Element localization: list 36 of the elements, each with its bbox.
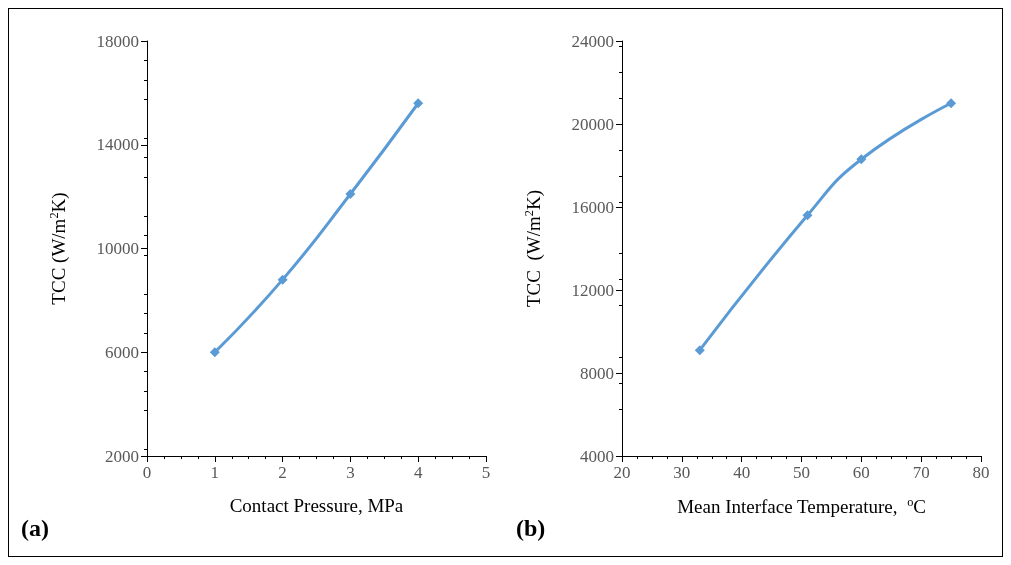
y-tick-label: 24000 xyxy=(571,31,614,51)
point xyxy=(345,189,356,200)
x-tick-label: 5 xyxy=(481,463,491,482)
y-tick-label: 8000 xyxy=(580,363,614,383)
x-tick-label: 50 xyxy=(793,463,810,482)
text: (b) xyxy=(516,515,546,541)
point xyxy=(946,98,957,109)
point xyxy=(802,210,813,221)
x-tick-label: 80 xyxy=(972,463,990,482)
x-tick-label: 2 xyxy=(278,463,287,482)
point xyxy=(856,154,867,165)
y-axis-title: TCC (W/m2K) xyxy=(46,192,70,305)
x-tick-label: 40 xyxy=(733,463,751,482)
x-tick-label: 20 xyxy=(613,463,631,482)
x-tick-label: 1 xyxy=(210,463,220,482)
y-tick-label: 14000 xyxy=(96,135,139,155)
x-tick-label: 3 xyxy=(346,463,355,482)
text: (a) xyxy=(21,515,49,541)
y-tick-label: 16000 xyxy=(571,197,614,217)
y-tick-label: 6000 xyxy=(105,342,139,362)
x-tick-label: 0 xyxy=(142,463,152,482)
y-tick-label: 2000 xyxy=(105,446,139,466)
point xyxy=(694,345,705,356)
point xyxy=(277,274,288,285)
x-tick-label: 60 xyxy=(852,463,870,482)
x-tick-label: 30 xyxy=(673,463,691,482)
y-tick-label: 12000 xyxy=(571,280,614,300)
y-tick-label: 20000 xyxy=(571,114,614,134)
x-tick-label: 4 xyxy=(413,463,423,482)
y-tick-label: 18000 xyxy=(96,31,139,51)
point xyxy=(413,98,424,109)
x-tick-label: 70 xyxy=(912,463,930,482)
y-tick-label: 10000 xyxy=(96,239,139,258)
x-axis-title: Contact Pressure, MPa xyxy=(229,495,404,516)
y-tick-label: 4000 xyxy=(580,446,614,466)
point xyxy=(209,347,220,358)
